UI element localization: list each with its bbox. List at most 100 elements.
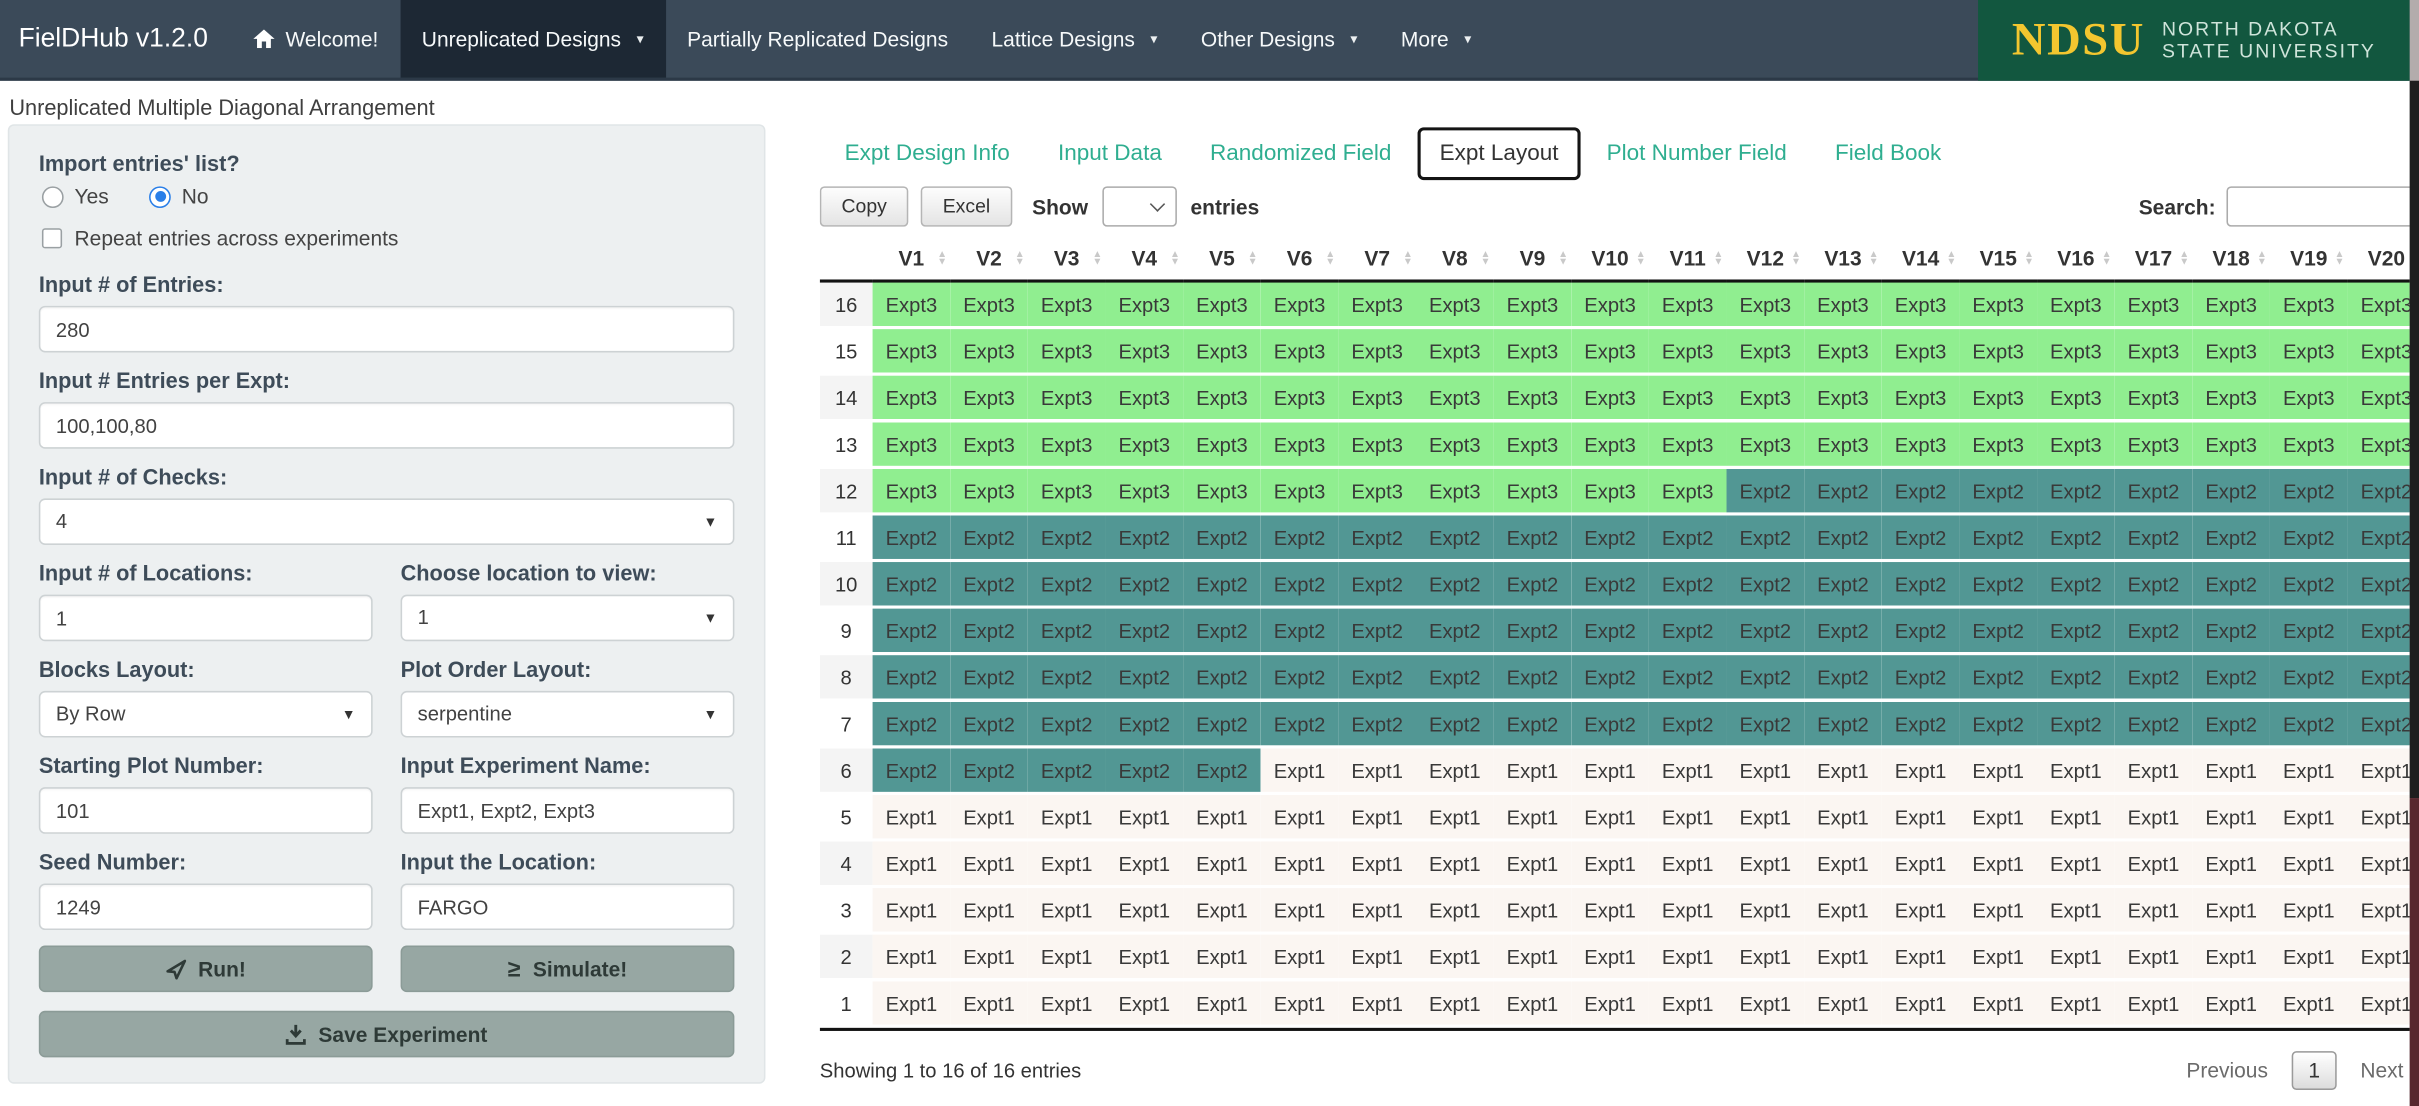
locations-input[interactable] xyxy=(39,595,373,642)
column-header-v20[interactable]: V20▲▼ xyxy=(2348,238,2419,281)
blocks-layout-select[interactable]: By Row ▼ xyxy=(39,691,373,738)
column-header-v5[interactable]: V5▲▼ xyxy=(1183,238,1261,281)
column-header-v6[interactable]: V6▲▼ xyxy=(1261,238,1339,281)
column-header-v9[interactable]: V9▲▼ xyxy=(1494,238,1572,281)
checks-select[interactable]: 4 ▼ xyxy=(39,498,735,545)
location-input[interactable] xyxy=(401,883,735,930)
column-header-v17[interactable]: V17▲▼ xyxy=(2115,238,2193,281)
tab-input-data[interactable]: Input Data xyxy=(1036,127,1183,180)
plot-cell: Expt1 xyxy=(1959,793,2037,840)
plot-cell: Expt2 xyxy=(2037,467,2115,514)
nav-item-label: Lattice Designs xyxy=(992,27,1135,50)
plot-cell: Expt1 xyxy=(1804,793,1882,840)
checkbox-icon[interactable] xyxy=(42,228,62,248)
tab-randomized-field[interactable]: Randomized Field xyxy=(1188,127,1413,180)
select-caret-icon: ▼ xyxy=(703,514,717,530)
column-header-v12[interactable]: V12▲▼ xyxy=(1727,238,1805,281)
column-header-v2[interactable]: V2▲▼ xyxy=(950,238,1028,281)
previous-page-button[interactable]: Previous xyxy=(2186,1059,2268,1082)
experiment-name-input[interactable] xyxy=(401,787,735,834)
tab-expt-design-info[interactable]: Expt Design Info xyxy=(823,127,1032,180)
tab-field-book[interactable]: Field Book xyxy=(1813,127,1963,180)
radio-icon[interactable] xyxy=(42,186,64,208)
plot-cell: Expt2 xyxy=(1649,700,1727,747)
app-brand[interactable]: FielDHub v1.2.0 xyxy=(0,0,231,78)
column-header-v14[interactable]: V14▲▼ xyxy=(1882,238,1960,281)
radio-option-no[interactable]: No xyxy=(149,185,208,208)
column-header-v10[interactable]: V10▲▼ xyxy=(1571,238,1649,281)
plot-cell: Expt2 xyxy=(1804,654,1882,701)
nav-item-lattice-designs[interactable]: Lattice Designs▾ xyxy=(970,0,1179,78)
radio-icon[interactable] xyxy=(149,186,171,208)
plot-cell: Expt2 xyxy=(2270,607,2348,654)
simulate-button[interactable]: ≥ Simulate! xyxy=(401,946,735,993)
plot-cell: Expt1 xyxy=(1105,887,1183,934)
column-header-v16[interactable]: V16▲▼ xyxy=(2037,238,2115,281)
plot-cell: Expt2 xyxy=(1804,607,1882,654)
sort-arrows-icon: ▲▼ xyxy=(1015,250,1025,267)
blocks-layout-value: By Row xyxy=(56,702,126,725)
column-header-v4[interactable]: V4▲▼ xyxy=(1105,238,1183,281)
column-header-v8[interactable]: V8▲▼ xyxy=(1416,238,1494,281)
page-1-button[interactable]: 1 xyxy=(2291,1051,2337,1090)
tab-expt-layout[interactable]: Expt Layout xyxy=(1418,127,1580,180)
repeat-entries-checkbox[interactable]: Repeat entries across experiments xyxy=(42,227,734,250)
plot-cell: Expt3 xyxy=(2037,421,2115,468)
plot-cell: Expt1 xyxy=(1727,980,1805,1027)
excel-button[interactable]: Excel xyxy=(921,186,1012,226)
nav-item-welcome[interactable]: Welcome! xyxy=(231,0,400,78)
column-header-v19[interactable]: V19▲▼ xyxy=(2270,238,2348,281)
tab-plot-number-field[interactable]: Plot Number Field xyxy=(1585,127,1809,180)
entries-input[interactable] xyxy=(39,306,735,353)
column-header-v7[interactable]: V7▲▼ xyxy=(1338,238,1416,281)
plot-cell: Expt3 xyxy=(1649,421,1727,468)
starting-plot-input[interactable] xyxy=(39,787,373,834)
column-header-v18[interactable]: V18▲▼ xyxy=(2192,238,2270,281)
sort-arrows-icon: ▲▼ xyxy=(1946,250,1956,267)
search-input[interactable] xyxy=(2226,186,2419,226)
table-row-5: 5Expt1Expt1Expt1Expt1Expt1Expt1Expt1Expt… xyxy=(820,793,2419,840)
plot-cell: Expt1 xyxy=(1183,980,1261,1027)
plot-cell: Expt2 xyxy=(1571,654,1649,701)
radio-option-yes[interactable]: Yes xyxy=(42,185,109,208)
column-header-v13[interactable]: V13▲▼ xyxy=(1804,238,1882,281)
column-header-v15[interactable]: V15▲▼ xyxy=(1959,238,2037,281)
scrollbar-thumb[interactable] xyxy=(2410,81,2419,798)
plot-cell: Expt1 xyxy=(1882,840,1960,887)
page-length-select[interactable] xyxy=(1102,186,1177,226)
run-button[interactable]: Run! xyxy=(39,946,373,993)
scrollbar-track[interactable] xyxy=(2410,0,2419,1106)
search-label: Search: xyxy=(2139,195,2216,218)
plot-order-select[interactable]: serpentine ▼ xyxy=(401,691,735,738)
column-header-v1[interactable]: V1▲▼ xyxy=(873,238,951,281)
experiment-name-label: Input Experiment Name: xyxy=(401,753,735,778)
nav-item-unreplicated-designs[interactable]: Unreplicated Designs▾ xyxy=(400,0,665,78)
plot-cell: Expt1 xyxy=(1571,840,1649,887)
plot-cell: Expt1 xyxy=(1338,840,1416,887)
table-row-15: 15Expt3Expt3Expt3Expt3Expt3Expt3Expt3Exp… xyxy=(820,328,2419,375)
plot-cell: Expt2 xyxy=(1416,654,1494,701)
plot-cell: Expt3 xyxy=(1959,281,2037,328)
plot-order-label: Plot Order Layout: xyxy=(401,657,735,682)
nav-item-more[interactable]: More▾ xyxy=(1379,0,1493,78)
plot-cell: Expt1 xyxy=(2115,747,2193,794)
column-header-v11[interactable]: V11▲▼ xyxy=(1649,238,1727,281)
nav-item-other-designs[interactable]: Other Designs▾ xyxy=(1179,0,1379,78)
plot-cell: Expt2 xyxy=(1959,654,2037,701)
plot-cell: Expt2 xyxy=(873,514,951,561)
table-row-11: 11Expt2Expt2Expt2Expt2Expt2Expt2Expt2Exp… xyxy=(820,514,2419,561)
plot-cell: Expt1 xyxy=(1959,980,2037,1027)
copy-button[interactable]: Copy xyxy=(820,186,909,226)
next-page-button[interactable]: Next xyxy=(2360,1059,2403,1082)
column-label: V18 xyxy=(2212,247,2249,270)
nav-item-partially-replicated-designs[interactable]: Partially Replicated Designs xyxy=(665,0,969,78)
location-view-select[interactable]: 1 ▼ xyxy=(401,595,735,642)
plot-cell: Expt2 xyxy=(1105,514,1183,561)
entries-per-expt-input[interactable] xyxy=(39,402,735,449)
seed-input[interactable] xyxy=(39,883,373,930)
plot-cell: Expt2 xyxy=(950,747,1028,794)
column-header-v3[interactable]: V3▲▼ xyxy=(1028,238,1106,281)
save-experiment-button[interactable]: Save Experiment xyxy=(39,1011,735,1058)
plot-cell: Expt2 xyxy=(1882,560,1960,607)
plot-cell: Expt2 xyxy=(1727,607,1805,654)
